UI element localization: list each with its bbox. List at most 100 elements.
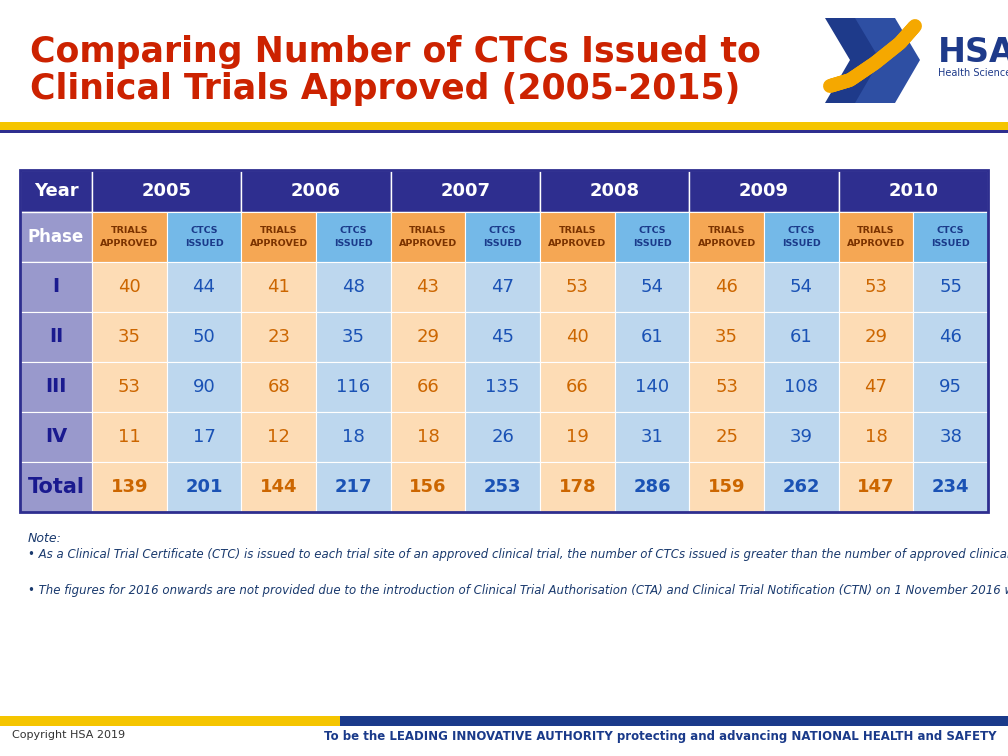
Text: 135: 135: [486, 378, 520, 396]
Text: 234: 234: [932, 478, 970, 496]
Bar: [92, 212, 166, 262]
Text: 2010: 2010: [888, 182, 938, 200]
Text: CTCS
ISSUED: CTCS ISSUED: [483, 226, 522, 248]
Text: 18: 18: [416, 428, 439, 446]
Polygon shape: [825, 18, 890, 103]
Polygon shape: [855, 18, 920, 103]
Text: 18: 18: [865, 428, 887, 446]
Bar: [241, 312, 316, 362]
Text: 35: 35: [118, 328, 141, 346]
Bar: [241, 212, 316, 262]
Text: CTCS
ISSUED: CTCS ISSUED: [633, 226, 671, 248]
Bar: [913, 312, 988, 362]
Bar: [615, 462, 689, 512]
Text: 55: 55: [939, 278, 963, 296]
Bar: [764, 412, 839, 462]
Text: 53: 53: [715, 378, 738, 396]
Text: 38: 38: [939, 428, 962, 446]
Bar: [0, 130, 1008, 133]
Bar: [391, 362, 466, 412]
Text: CTCS
ISSUED: CTCS ISSUED: [931, 226, 970, 248]
Text: 53: 53: [118, 378, 141, 396]
Text: 53: 53: [565, 278, 589, 296]
Bar: [316, 362, 391, 412]
Text: TRIALS
APPROVED: TRIALS APPROVED: [100, 226, 158, 248]
Text: 31: 31: [640, 428, 663, 446]
Text: 95: 95: [939, 378, 963, 396]
Bar: [980, 716, 1008, 726]
Text: 25: 25: [715, 428, 738, 446]
Text: 66: 66: [565, 378, 589, 396]
Bar: [241, 262, 316, 312]
Bar: [0, 726, 1008, 756]
Text: 29: 29: [416, 328, 439, 346]
Bar: [166, 362, 241, 412]
Bar: [540, 170, 689, 212]
Bar: [913, 262, 988, 312]
Text: CTCS
ISSUED: CTCS ISSUED: [782, 226, 821, 248]
Bar: [540, 412, 615, 462]
Text: TRIALS
APPROVED: TRIALS APPROVED: [698, 226, 756, 248]
Bar: [615, 312, 689, 362]
Bar: [391, 262, 466, 312]
Text: 29: 29: [865, 328, 887, 346]
Text: 201: 201: [185, 478, 223, 496]
Bar: [764, 262, 839, 312]
Text: 23: 23: [267, 328, 290, 346]
Text: 45: 45: [491, 328, 514, 346]
Text: 147: 147: [857, 478, 895, 496]
Bar: [466, 412, 540, 462]
Bar: [0, 122, 1008, 130]
Bar: [615, 212, 689, 262]
Text: 61: 61: [790, 328, 812, 346]
Text: 18: 18: [342, 428, 365, 446]
Bar: [20, 412, 92, 462]
Text: 47: 47: [865, 378, 887, 396]
Text: 139: 139: [111, 478, 148, 496]
Text: 35: 35: [715, 328, 738, 346]
Bar: [764, 462, 839, 512]
Bar: [540, 362, 615, 412]
Bar: [839, 412, 913, 462]
Text: 41: 41: [267, 278, 290, 296]
Text: Total: Total: [27, 477, 85, 497]
Bar: [0, 716, 340, 726]
Text: 26: 26: [491, 428, 514, 446]
Bar: [689, 312, 764, 362]
Text: 159: 159: [708, 478, 746, 496]
Text: 54: 54: [790, 278, 812, 296]
Bar: [839, 462, 913, 512]
Bar: [391, 412, 466, 462]
Bar: [689, 212, 764, 262]
Bar: [391, 212, 466, 262]
Bar: [615, 262, 689, 312]
Bar: [20, 212, 92, 262]
Bar: [466, 212, 540, 262]
Text: 40: 40: [118, 278, 141, 296]
Bar: [92, 462, 166, 512]
Bar: [316, 212, 391, 262]
Text: 178: 178: [558, 478, 596, 496]
Bar: [764, 212, 839, 262]
Text: 46: 46: [939, 328, 962, 346]
Bar: [92, 312, 166, 362]
Text: 12: 12: [267, 428, 290, 446]
Bar: [92, 170, 241, 212]
Text: 19: 19: [565, 428, 589, 446]
Text: 53: 53: [865, 278, 887, 296]
Text: CTCS
ISSUED: CTCS ISSUED: [334, 226, 373, 248]
Bar: [166, 312, 241, 362]
Bar: [20, 262, 92, 312]
Bar: [615, 412, 689, 462]
Bar: [689, 262, 764, 312]
Bar: [241, 170, 391, 212]
Bar: [316, 412, 391, 462]
Text: TRIALS
APPROVED: TRIALS APPROVED: [250, 226, 307, 248]
Text: 217: 217: [335, 478, 372, 496]
Bar: [166, 462, 241, 512]
Text: 253: 253: [484, 478, 521, 496]
Bar: [839, 262, 913, 312]
Text: 35: 35: [342, 328, 365, 346]
Text: 2009: 2009: [739, 182, 789, 200]
Text: 2007: 2007: [440, 182, 490, 200]
